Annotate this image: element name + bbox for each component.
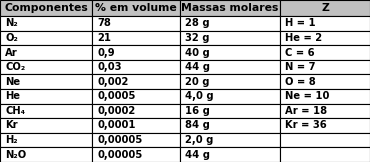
Bar: [280, 16, 370, 31]
Text: Ne: Ne: [5, 77, 20, 87]
Text: He: He: [5, 91, 20, 101]
Text: 0,03: 0,03: [97, 62, 121, 72]
Text: 0,0005: 0,0005: [97, 91, 135, 101]
Text: Ne = 10: Ne = 10: [285, 91, 329, 101]
Bar: [180, 118, 280, 133]
Bar: [92, 147, 180, 162]
Bar: [92, 31, 180, 45]
Text: H = 1: H = 1: [285, 18, 316, 28]
Bar: [0, 16, 92, 31]
Text: 78: 78: [97, 18, 111, 28]
Bar: [92, 60, 180, 74]
Text: Kr: Kr: [5, 121, 18, 131]
Bar: [92, 0, 180, 16]
Bar: [180, 0, 280, 16]
Text: 32 g: 32 g: [185, 33, 209, 43]
Bar: [280, 89, 370, 104]
Text: He = 2: He = 2: [285, 33, 322, 43]
Bar: [180, 60, 280, 74]
Text: 0,002: 0,002: [97, 77, 128, 87]
Bar: [0, 0, 92, 16]
Text: O = 8: O = 8: [285, 77, 316, 87]
Text: 0,00005: 0,00005: [97, 150, 142, 160]
Text: 40 g: 40 g: [185, 47, 210, 58]
Bar: [92, 45, 180, 60]
Text: Componentes: Componentes: [4, 3, 88, 13]
Bar: [0, 31, 92, 45]
Text: Massas molares: Massas molares: [181, 3, 279, 13]
Bar: [0, 104, 92, 118]
Bar: [280, 45, 370, 60]
Text: 21: 21: [97, 33, 111, 43]
Bar: [0, 74, 92, 89]
Bar: [0, 147, 92, 162]
Text: C = 6: C = 6: [285, 47, 314, 58]
Text: Ar: Ar: [5, 47, 18, 58]
Bar: [92, 104, 180, 118]
Bar: [280, 147, 370, 162]
Text: 2,0 g: 2,0 g: [185, 135, 213, 145]
Text: H₂: H₂: [5, 135, 18, 145]
Text: Kr = 36: Kr = 36: [285, 121, 327, 131]
Text: 0,9: 0,9: [97, 47, 115, 58]
Bar: [180, 147, 280, 162]
Text: 4,0 g: 4,0 g: [185, 91, 213, 101]
Text: 28 g: 28 g: [185, 18, 210, 28]
Bar: [180, 45, 280, 60]
Text: N = 7: N = 7: [285, 62, 316, 72]
Bar: [180, 31, 280, 45]
Text: N₂: N₂: [5, 18, 18, 28]
Text: 0,0001: 0,0001: [97, 121, 135, 131]
Text: 16 g: 16 g: [185, 106, 210, 116]
Text: 44 g: 44 g: [185, 150, 210, 160]
Text: CO₂: CO₂: [5, 62, 25, 72]
Bar: [280, 74, 370, 89]
Bar: [0, 89, 92, 104]
Text: 44 g: 44 g: [185, 62, 210, 72]
Bar: [180, 89, 280, 104]
Bar: [92, 74, 180, 89]
Bar: [280, 133, 370, 147]
Text: 0,0002: 0,0002: [97, 106, 135, 116]
Bar: [280, 60, 370, 74]
Text: CH₄: CH₄: [5, 106, 25, 116]
Text: Ar = 18: Ar = 18: [285, 106, 327, 116]
Bar: [0, 133, 92, 147]
Bar: [280, 0, 370, 16]
Bar: [92, 16, 180, 31]
Bar: [0, 118, 92, 133]
Bar: [92, 118, 180, 133]
Text: O₂: O₂: [5, 33, 18, 43]
Bar: [92, 133, 180, 147]
Bar: [280, 31, 370, 45]
Text: N₂O: N₂O: [5, 150, 26, 160]
Text: Z: Z: [321, 3, 329, 13]
Text: 20 g: 20 g: [185, 77, 209, 87]
Bar: [280, 104, 370, 118]
Bar: [92, 89, 180, 104]
Bar: [280, 118, 370, 133]
Bar: [0, 45, 92, 60]
Bar: [0, 60, 92, 74]
Text: 84 g: 84 g: [185, 121, 210, 131]
Text: % em volume: % em volume: [95, 3, 177, 13]
Text: 0,00005: 0,00005: [97, 135, 142, 145]
Bar: [180, 133, 280, 147]
Bar: [180, 16, 280, 31]
Bar: [180, 74, 280, 89]
Bar: [180, 104, 280, 118]
